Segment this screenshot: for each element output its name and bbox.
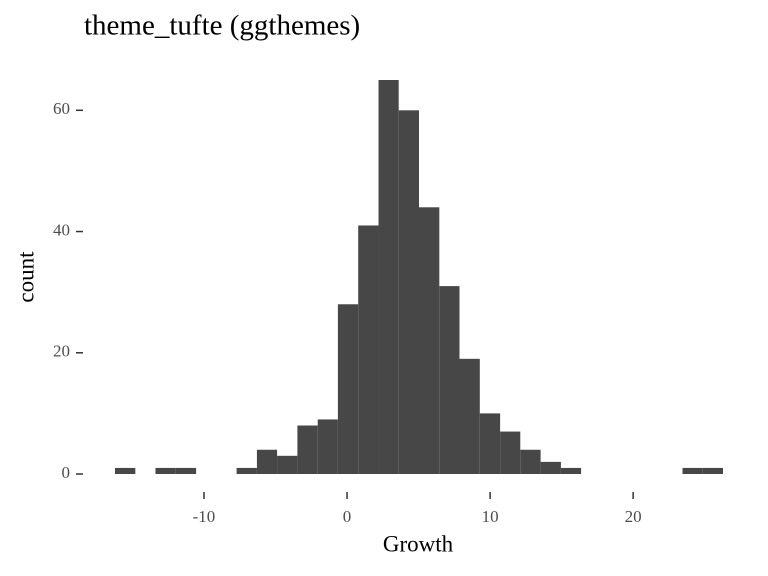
bar	[560, 467, 582, 474]
bar	[236, 467, 257, 474]
bar	[682, 467, 703, 474]
y-tick-label: 20	[53, 342, 70, 361]
y-tick-label: 60	[53, 99, 70, 118]
bar	[439, 286, 460, 474]
bar	[317, 419, 338, 474]
y-axis-label: count	[13, 251, 38, 303]
y-tick-label: 40	[53, 220, 70, 239]
x-axis-label: Growth	[383, 531, 454, 556]
bar	[175, 467, 197, 474]
x-tick-label: 10	[482, 507, 499, 526]
bar	[520, 449, 541, 474]
bar	[398, 110, 419, 475]
bar	[500, 431, 521, 474]
bar	[297, 425, 318, 474]
bar	[479, 413, 501, 474]
x-tick-label: 20	[625, 507, 642, 526]
bar	[459, 358, 480, 474]
bar	[378, 80, 399, 474]
chart-title: theme_tufte (ggthemes)	[84, 10, 360, 42]
bar	[702, 467, 723, 474]
bar	[277, 455, 298, 474]
bar	[155, 467, 176, 474]
x-tick-label: -10	[193, 507, 216, 526]
bar	[256, 449, 278, 474]
bar	[419, 207, 440, 475]
x-tick-label: 0	[343, 507, 352, 526]
bar	[358, 225, 379, 474]
y-tick-label: 0	[62, 463, 71, 482]
bar	[337, 304, 359, 474]
bar	[115, 467, 136, 474]
bar	[540, 461, 561, 474]
